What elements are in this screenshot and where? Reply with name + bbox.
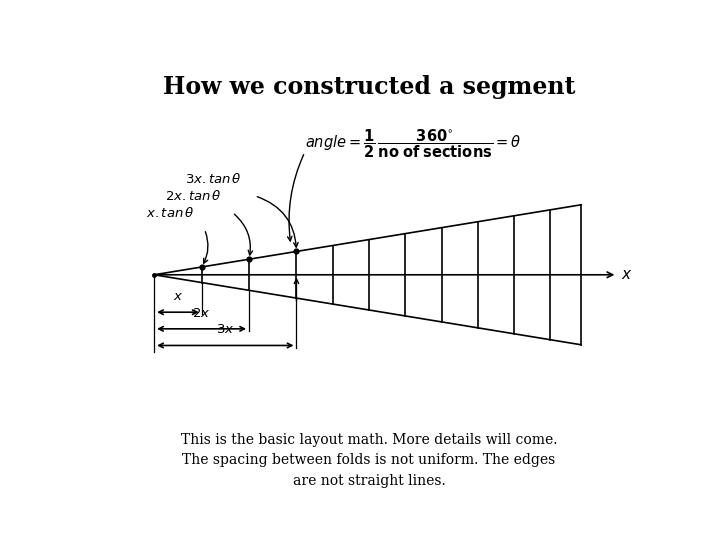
Text: This is the basic layout math. More details will come.
The spacing between folds: This is the basic layout math. More deta… xyxy=(181,433,557,488)
Text: $\mathit{x}$: $\mathit{x}$ xyxy=(173,290,183,303)
Text: $\mathit{x.tan\,\theta}$: $\mathit{x.tan\,\theta}$ xyxy=(145,206,194,220)
Text: How we constructed a segment: How we constructed a segment xyxy=(163,75,575,99)
Text: $\it{x}$: $\it{x}$ xyxy=(621,268,633,282)
Text: $\mathit{2x.tan\,\theta}$: $\mathit{2x.tan\,\theta}$ xyxy=(166,189,222,203)
Text: $\mathit{3x}$: $\mathit{3x}$ xyxy=(216,323,235,336)
Text: $\mathit{angle} = \dfrac{\mathbf{1}}{\mathbf{2}}\,\dfrac{\mathbf{360}^{\circ}}{\: $\mathit{angle} = \dfrac{\mathbf{1}}{\ma… xyxy=(305,127,521,160)
Text: $\mathit{2x}$: $\mathit{2x}$ xyxy=(192,307,211,320)
Text: $\mathit{3x.tan\,\theta}$: $\mathit{3x.tan\,\theta}$ xyxy=(185,172,242,186)
